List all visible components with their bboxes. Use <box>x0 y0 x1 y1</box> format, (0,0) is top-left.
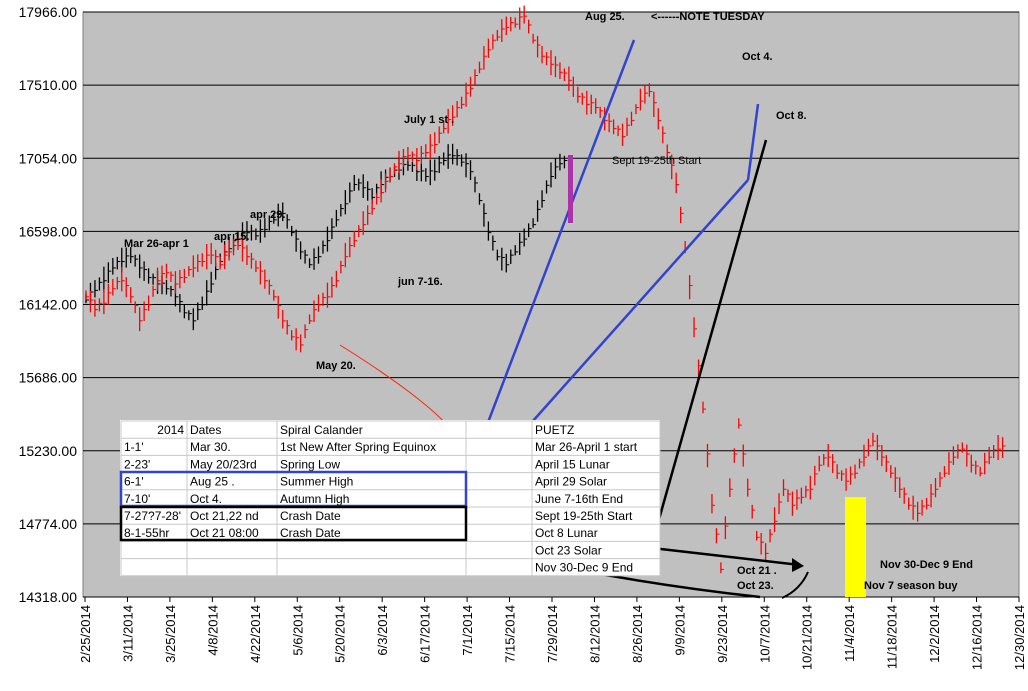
table-cell: 2014 <box>157 423 184 437</box>
annotation-oct8: Oct 8. <box>776 110 807 122</box>
x-tick-label: 10/7/2014 <box>757 605 772 663</box>
table-cell: Spring Low <box>280 457 340 471</box>
table-cell: Autumn High <box>280 492 349 506</box>
y-tick-label: 14318.00 <box>19 589 78 605</box>
annotation-oct4: Oct 4. <box>742 51 773 63</box>
table-cell: April 29 Solar <box>535 475 607 489</box>
table-cell: Crash Date <box>280 526 341 540</box>
x-tick-label: 7/1/2014 <box>460 605 475 656</box>
annotation-apr15: apr 15. <box>214 231 249 243</box>
x-tick-label: 12/2/2014 <box>927 605 942 663</box>
table-cell: 2-23' <box>124 457 150 471</box>
x-tick-label: 8/12/2014 <box>587 605 602 663</box>
annotation-apr29: apr 29. <box>250 209 285 221</box>
black-curve-2 <box>781 571 809 599</box>
x-tick-label: 4/8/2014 <box>205 605 220 656</box>
table-cell: Mar 30. <box>190 440 231 454</box>
arrowhead-oct21 <box>792 558 804 572</box>
x-tick-label: 6/3/2014 <box>375 605 390 656</box>
table-cell: Oct 4. <box>190 492 222 506</box>
table-cell: 7-10' <box>124 492 150 506</box>
table-cell: 1-1' <box>124 440 144 454</box>
annotation-oct21: Oct 21 . <box>737 565 777 577</box>
y-tick-label: 17966.00 <box>19 4 78 20</box>
table-background <box>120 420 660 576</box>
annotation-sept19: Sept 19-25th Start <box>612 155 701 167</box>
x-tick-label: 6/17/2014 <box>418 605 433 663</box>
annotation-nov7: Nov 7 season buy <box>864 580 958 592</box>
y-tick-label: 15686.00 <box>19 370 78 386</box>
table-cell: 7-27?7-28' <box>124 509 181 523</box>
annotations: Aug 25. <------NOTE TUESDAY Oct 4. Oct 8… <box>124 11 973 592</box>
annotation-note-tuesday: <------NOTE TUESDAY <box>651 11 765 23</box>
table-cell: 1st New After Spring Equinox <box>280 440 436 454</box>
spiral-table: 2014 Dates Spiral Calander PUETZ 1-1' Mar 30.… <box>119 420 661 577</box>
table-cell: Mar 26-April 1 start <box>535 440 638 454</box>
table-cell: May 20/23rd <box>190 457 257 471</box>
x-tick-label: 4/22/2014 <box>248 605 263 663</box>
x-tick-label: 12/16/2014 <box>970 605 985 670</box>
purple-marker <box>568 155 573 223</box>
x-tick-label: 11/4/2014 <box>842 605 857 662</box>
table-cell: PUETZ <box>535 423 574 437</box>
x-tick-label: 11/18/2014 <box>885 605 900 669</box>
annotation-mar26: Mar 26-apr 1 <box>124 238 189 250</box>
table-cell: Spiral Calander <box>280 423 363 437</box>
table-cell: Aug 25 . <box>190 475 235 489</box>
x-tick-label: 7/15/2014 <box>503 605 518 663</box>
x-tick-label: 9/23/2014 <box>715 605 730 663</box>
series-red-bars <box>85 5 1006 574</box>
table-highlight-black <box>119 505 468 542</box>
table-cell: June 7-16th End <box>535 492 623 506</box>
x-tick-label: 10/21/2014 <box>800 605 815 670</box>
y-tick-label: 16598.00 <box>19 223 78 239</box>
x-tick-label: 8/26/2014 <box>630 605 645 663</box>
table-cell: 8-1-55hr <box>124 526 169 540</box>
annotation-july1: July 1 st . <box>404 114 454 126</box>
y-tick-label: 14774.00 <box>19 516 78 532</box>
x-axis-labels: 2/25/2014 3/11/2014 3/25/2014 4/8/2014 4/22/… <box>78 605 1027 670</box>
table-cell: Crash Date <box>280 509 341 523</box>
x-tick-label: 12/30/2014 <box>1012 605 1027 670</box>
x-tick-marks <box>84 597 1020 602</box>
table-cell: April 15 Lunar <box>535 457 610 471</box>
season-buy-highlight <box>845 497 866 597</box>
annotation-may20: May 20. <box>316 360 356 372</box>
black-line-1 <box>654 139 768 531</box>
table-cell: Dates <box>190 423 221 437</box>
annotation-oct23: Oct 23. <box>737 580 774 592</box>
blue-line-1 <box>464 39 636 481</box>
table-cell: Oct 8 Lunar <box>535 526 598 540</box>
blue-line-3 <box>746 103 760 181</box>
x-tick-label: 3/11/2014 <box>120 605 135 662</box>
x-tick-label: 9/9/2014 <box>672 605 687 656</box>
table-cell: Oct 21,22 nd <box>190 509 259 523</box>
x-tick-label: 2/25/2014 <box>78 605 93 663</box>
table-cell: Sept 19-25th Start <box>535 509 633 523</box>
y-tick-label: 15230.00 <box>19 443 78 459</box>
x-tick-label: 5/6/2014 <box>290 605 305 656</box>
y-tick-label: 17054.00 <box>19 150 78 166</box>
x-tick-label: 7/29/2014 <box>545 605 560 663</box>
annotation-jun7: jun 7-16. <box>397 276 443 288</box>
y-axis-labels: 17966.00 17510.00 17054.00 16598.00 16142.00… <box>19 4 78 605</box>
annotation-aug25: Aug 25. <box>585 11 625 23</box>
table-cell: Oct 23 Solar <box>535 543 602 557</box>
table-cell: Oct 21 08:00 <box>190 526 259 540</box>
x-tick-label: 5/20/2014 <box>333 605 348 663</box>
table-text: 2014 Dates Spiral Calander PUETZ 1-1' Mar 30.… <box>124 423 638 575</box>
y-tick-label: 17510.00 <box>19 77 78 93</box>
y-tick-label: 16142.00 <box>19 297 78 313</box>
annotation-nov30: Nov 30-Dec 9 End <box>880 559 973 571</box>
table-cell: Summer High <box>280 475 353 489</box>
table-cell: 6-1' <box>124 475 144 489</box>
table-cell: Nov 30-Dec 9 End <box>535 561 633 575</box>
black-arrow-oct21 <box>651 546 801 567</box>
x-tick-label: 3/25/2014 <box>163 605 178 663</box>
